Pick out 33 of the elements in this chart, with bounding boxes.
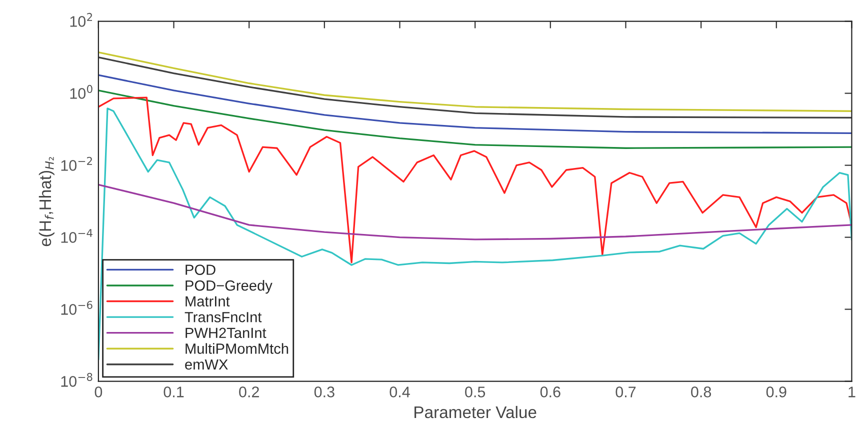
x-tick-label: 0.4 — [390, 386, 410, 398]
y-tick-label: 10$^{0}$ — [70, 84, 92, 99]
x-tick-label: 0.8 — [691, 386, 712, 398]
line-series — [98, 74, 852, 134]
x-tick-label: 0.2 — [239, 386, 259, 398]
legend-label: TransFncInt — [184, 312, 262, 322]
x-tick-label: 1 — [848, 386, 856, 398]
legend-label: MatrInt — [186, 296, 230, 307]
x-tick-label: 0.6 — [540, 386, 560, 398]
line-series — [98, 56, 852, 119]
x-tick-label: 0.3 — [314, 386, 334, 398]
x-tick-label: 0.7 — [616, 386, 636, 398]
line-series — [98, 184, 852, 240]
x-tick-label: 0.9 — [766, 386, 786, 398]
legend-label: emWX — [185, 359, 228, 370]
x-tick-label: 0 — [94, 386, 102, 398]
x-tick-label: 0.1 — [164, 386, 184, 398]
line-series — [98, 96, 852, 264]
line-series — [98, 108, 852, 360]
y-axis-title: e(H$_{f}$,Hhat)$_{H₂}$ — [38, 157, 54, 246]
y-tick-label: 10$^{−8}$ — [61, 372, 92, 387]
line-series — [98, 90, 852, 149]
legend-label: POD — [186, 264, 216, 275]
y-tick-label: 10$^{−4}$ — [61, 229, 92, 243]
x-tick-label: 0.5 — [465, 386, 486, 398]
x-axis-title: Parameter Value — [414, 406, 536, 418]
legend-label: MultiPMomMtch — [186, 343, 288, 354]
legend-label: PWH2TanInt — [186, 328, 266, 338]
y-tick-label: 10$^{−6}$ — [61, 300, 92, 315]
line-series — [98, 51, 852, 112]
y-tick-label: 10$^{2}$ — [70, 12, 92, 27]
legend-label: POD−Greedy — [186, 280, 272, 294]
y-tick-label: 10$^{−2}$ — [61, 156, 92, 171]
